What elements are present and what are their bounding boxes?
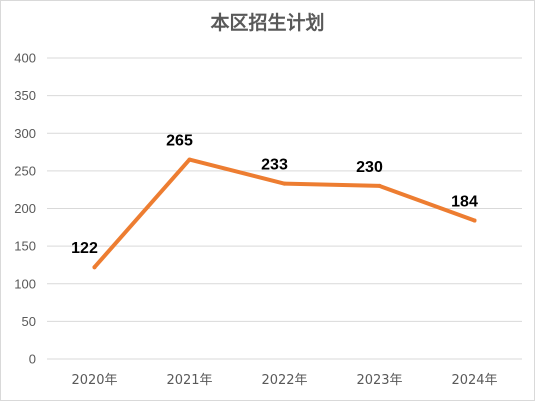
x-tick-label: 2022年 <box>261 373 307 388</box>
x-tick-label: 2023年 <box>356 373 402 388</box>
x-tick-label: 2021年 <box>166 373 212 388</box>
series-group <box>92 157 477 270</box>
y-tick-label: 350 <box>14 88 36 103</box>
y-tick-label: 150 <box>14 239 36 254</box>
y-tick-label: 400 <box>14 51 36 66</box>
data-point <box>187 157 192 162</box>
y-tick-label: 200 <box>14 201 36 216</box>
x-tick-label: 2020年 <box>71 373 117 388</box>
gridlines <box>47 57 522 360</box>
x-axis-ticks: 2020年 2021年 2022年 2023年 2024年 <box>71 373 497 388</box>
x-tick-label: 2024年 <box>451 373 497 388</box>
y-tick-label: 250 <box>14 163 36 178</box>
y-tick-label: 300 <box>14 126 36 141</box>
data-label: 265 <box>166 133 193 150</box>
data-point <box>472 218 477 223</box>
y-axis-ticks: 0 50 100 150 200 250 300 350 400 <box>14 51 36 367</box>
y-tick-label: 0 <box>29 352 36 367</box>
data-point <box>92 265 97 270</box>
y-tick-label: 50 <box>22 314 36 329</box>
data-point <box>377 183 382 188</box>
series-line <box>92 157 477 270</box>
y-tick-label: 100 <box>14 276 36 291</box>
chart-title: 本区招生计划 <box>210 12 325 34</box>
data-label: 184 <box>451 194 478 211</box>
data-label: 233 <box>261 157 288 174</box>
data-point <box>282 181 287 186</box>
data-labels: 122 265 233 230 184 <box>71 133 478 258</box>
data-label: 230 <box>356 159 383 176</box>
data-label: 122 <box>71 240 98 257</box>
